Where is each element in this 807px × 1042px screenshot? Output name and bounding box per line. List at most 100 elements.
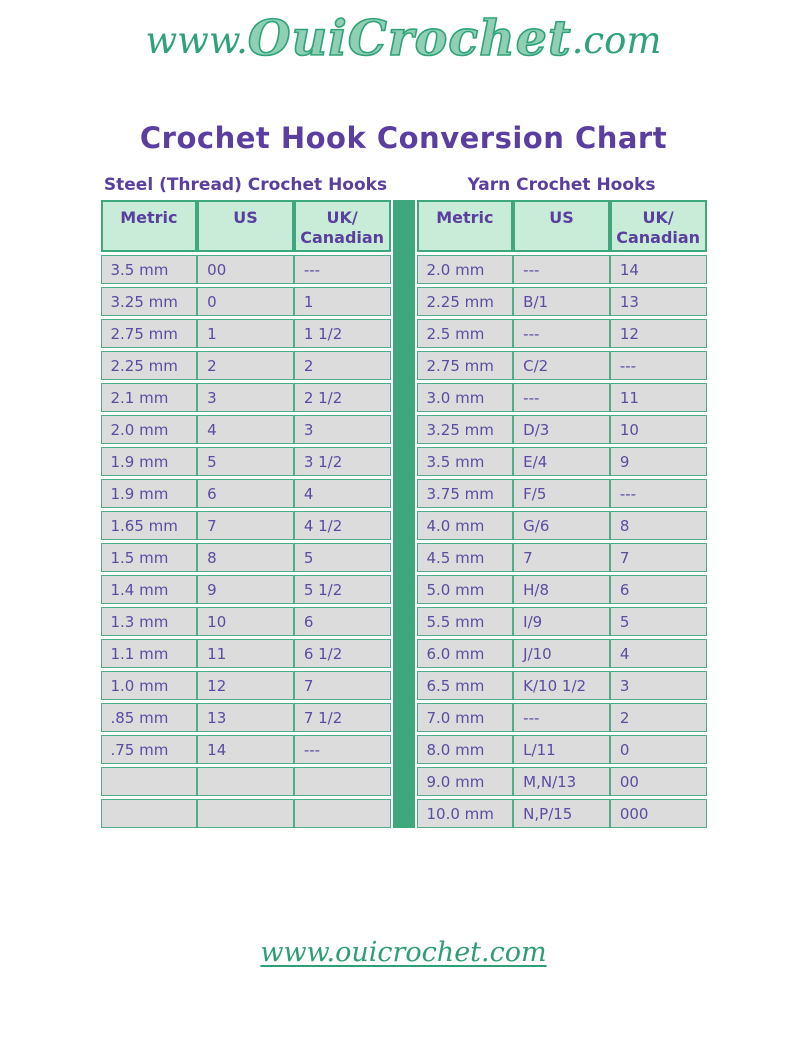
steel-hooks-table: Metric US UK/ Canadian 3.5 mm 00 --- 3.25 m… <box>100 197 391 831</box>
column-header-metric: Metric <box>100 200 198 252</box>
table-cell: 5 <box>609 607 707 636</box>
table-row <box>100 767 391 796</box>
table-row: 1.0 mm 12 7 <box>100 671 391 700</box>
table-cell: 14 <box>609 255 707 284</box>
table-row: 1.65 mm 7 4 1/2 <box>100 511 391 540</box>
table-cell: 5.5 mm <box>416 607 514 636</box>
footer-link[interactable]: www.ouicrochet.com <box>260 937 547 968</box>
table-cell: 8 <box>609 511 707 540</box>
section-headings: Steel (Thread) Crochet Hooks Yarn Croche… <box>101 175 707 195</box>
table-cell: B/1 <box>513 287 610 316</box>
table-row: 1.3 mm 10 6 <box>100 607 391 636</box>
table-cell: 2.75 mm <box>100 319 198 348</box>
table-cell: 3 <box>197 383 294 412</box>
steel-table-header: Metric US UK/ Canadian <box>100 200 391 252</box>
table-cell: K/10 1/2 <box>513 671 610 700</box>
table-cell: 6 <box>197 479 294 508</box>
yarn-table-header: Metric US UK/ Canadian <box>416 200 707 252</box>
header-row: Metric US UK/ Canadian <box>100 200 391 252</box>
table-cell: 00 <box>609 767 707 796</box>
table-cell: I/9 <box>513 607 610 636</box>
table-cell: 1.3 mm <box>100 607 198 636</box>
footer: www.ouicrochet.com <box>0 937 807 968</box>
logo-brand: OuiCrochet <box>247 9 572 67</box>
table-cell: 4 1/2 <box>293 511 391 540</box>
table-cell: --- <box>513 319 610 348</box>
table-row: 3.25 mm D/3 10 <box>416 415 707 444</box>
table-cell: N,P/15 <box>513 799 610 828</box>
table-cell: 6 1/2 <box>293 639 391 668</box>
table-cell <box>100 767 198 796</box>
table-cell: --- <box>513 383 610 412</box>
table-cell: 3 <box>609 671 707 700</box>
table-cell: 3.75 mm <box>416 479 514 508</box>
table-row: 3.5 mm E/4 9 <box>416 447 707 476</box>
column-header-us: US <box>513 200 610 252</box>
table-cell: --- <box>513 255 610 284</box>
table-cell: G/6 <box>513 511 610 540</box>
table-row: 3.75 mm F/5 --- <box>416 479 707 508</box>
table-cell: .75 mm <box>100 735 198 764</box>
table-cell: 6.5 mm <box>416 671 514 700</box>
table-row: 2.75 mm C/2 --- <box>416 351 707 380</box>
table-cell: E/4 <box>513 447 610 476</box>
table-row: 5.0 mm H/8 6 <box>416 575 707 604</box>
table-row: 6.5 mm K/10 1/2 3 <box>416 671 707 700</box>
table-cell: 13 <box>609 287 707 316</box>
table-row: 6.0 mm J/10 4 <box>416 639 707 668</box>
table-row: 2.0 mm --- 14 <box>416 255 707 284</box>
table-cell: 10.0 mm <box>416 799 514 828</box>
steel-hooks-heading: Steel (Thread) Crochet Hooks <box>103 175 388 195</box>
table-cell: 2.25 mm <box>416 287 514 316</box>
logo-prefix: www. <box>145 19 248 62</box>
table-row: 2.5 mm --- 12 <box>416 319 707 348</box>
table-cell: 2.0 mm <box>416 255 514 284</box>
table-cell: 7 <box>513 543 610 572</box>
table-cell: 3.25 mm <box>100 287 198 316</box>
table-cell: 9 <box>609 447 707 476</box>
column-header-us: US <box>197 200 294 252</box>
yarn-hooks-heading: Yarn Crochet Hooks <box>467 175 656 195</box>
table-cell: 0 <box>197 287 294 316</box>
table-cell: 9.0 mm <box>416 767 514 796</box>
table-row <box>100 799 391 828</box>
table-cell: 12 <box>197 671 294 700</box>
table-cell: 11 <box>197 639 294 668</box>
table-row: 3.0 mm --- 11 <box>416 383 707 412</box>
table-cell: 4 <box>609 639 707 668</box>
table-cell: .85 mm <box>100 703 198 732</box>
header-row: Metric US UK/ Canadian <box>416 200 707 252</box>
table-cell: 3.5 mm <box>416 447 514 476</box>
table-cell: 2.25 mm <box>100 351 198 380</box>
table-cell: 2.5 mm <box>416 319 514 348</box>
table-row: 2.0 mm 4 3 <box>100 415 391 444</box>
table-row: .85 mm 13 7 1/2 <box>100 703 391 732</box>
table-cell: --- <box>513 703 610 732</box>
table-cell: 1.9 mm <box>100 447 198 476</box>
table-cell: C/2 <box>513 351 610 380</box>
table-row: 4.0 mm G/6 8 <box>416 511 707 540</box>
table-cell: 2 <box>609 703 707 732</box>
table-cell: 3 <box>293 415 391 444</box>
table-cell: 1 <box>197 319 294 348</box>
table-cell: 4 <box>293 479 391 508</box>
heading-gap <box>391 175 417 195</box>
table-cell <box>293 767 391 796</box>
table-cell: 14 <box>197 735 294 764</box>
table-cell: 6 <box>609 575 707 604</box>
table-cell: 0 <box>609 735 707 764</box>
table-cell: 4.5 mm <box>416 543 514 572</box>
table-cell: 4 <box>197 415 294 444</box>
logo-suffix: .com <box>571 19 662 62</box>
yarn-hooks-table: Metric US UK/ Canadian 2.0 mm --- 14 2.25 m… <box>416 197 707 831</box>
table-row: 2.75 mm 1 1 1/2 <box>100 319 391 348</box>
table-row: 3.5 mm 00 --- <box>100 255 391 284</box>
table-cell: 2.1 mm <box>100 383 198 412</box>
table-row: 1.1 mm 11 6 1/2 <box>100 639 391 668</box>
table-cell: M,N/13 <box>513 767 610 796</box>
table-row: 2.1 mm 3 2 1/2 <box>100 383 391 412</box>
table-cell: 3.25 mm <box>416 415 514 444</box>
table-cell: 5.0 mm <box>416 575 514 604</box>
table-cell: 9 <box>197 575 294 604</box>
column-header-uk-canadian: UK/ Canadian <box>293 200 391 252</box>
